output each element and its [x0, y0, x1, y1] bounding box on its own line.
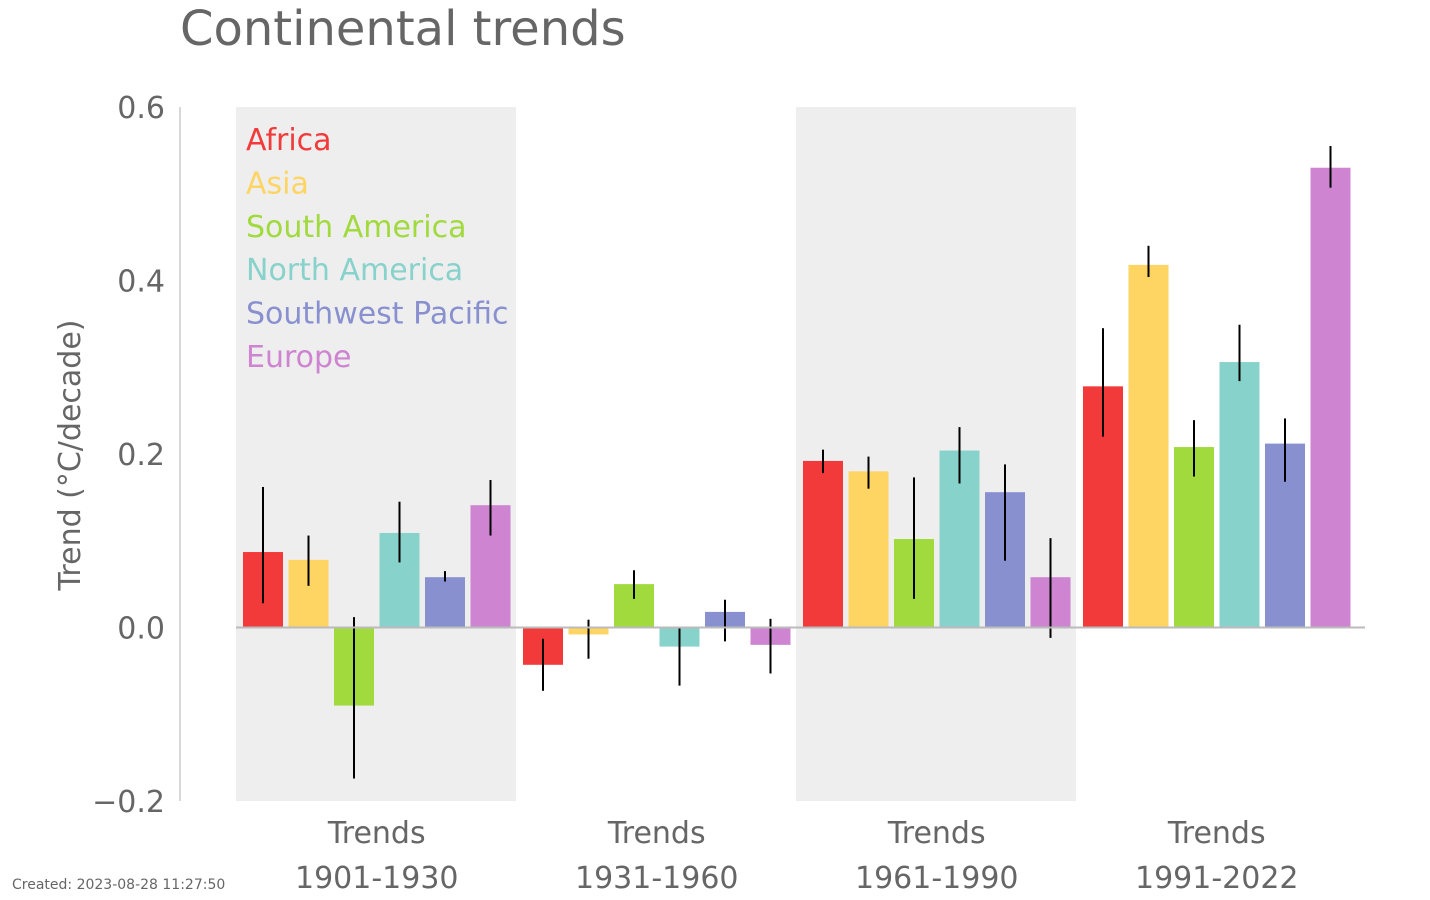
group-label-period: 1991-2022	[1135, 861, 1299, 896]
group-label-top: Trends	[327, 816, 426, 851]
legend-entry: North America	[246, 253, 463, 288]
group-label-top: Trends	[887, 816, 986, 851]
group-shade-band	[796, 107, 1076, 801]
bar-southwest-pacific	[425, 577, 465, 628]
legend-entry: Southwest Pacific	[246, 297, 508, 332]
group-label-top: Trends	[1167, 816, 1266, 851]
bar-africa	[803, 460, 843, 628]
legend-entry: South America	[246, 210, 466, 245]
group-shading	[236, 107, 1076, 801]
bar-south-america	[1174, 447, 1214, 628]
legend-entry: Africa	[246, 123, 332, 158]
y-tick-label: −0.2	[92, 785, 165, 820]
created-timestamp: Created: 2023-08-28 11:27:50	[12, 877, 225, 893]
legend-entry: Asia	[246, 166, 309, 201]
y-tick-label: 0.0	[117, 612, 165, 647]
group-shade-band	[236, 107, 516, 801]
legend: Africa Asia South America North America Sout…	[246, 123, 508, 375]
bar-north-america	[1219, 362, 1260, 628]
bar-asia	[848, 471, 889, 628]
group-label-period: 1901-1930	[295, 861, 459, 896]
chart-title: Continental trends	[180, 1, 626, 57]
bar-europe	[1310, 167, 1351, 628]
y-axis-label: Trend (°C/decade)	[53, 320, 88, 592]
group-label-top: Trends	[607, 816, 706, 851]
y-tick-label: 0.2	[117, 438, 165, 473]
bar-asia	[1128, 264, 1169, 628]
group-label-period: 1931-1960	[575, 861, 739, 896]
y-tick-labels: −0.2 0.0 0.2 0.4 0.6	[92, 91, 165, 820]
bars	[243, 167, 1351, 706]
legend-entry: Europe	[246, 340, 352, 375]
group-labels: Trends 1901-1930 Trends 1931-1960 Trends 1961…	[295, 816, 1299, 896]
group-label-period: 1961-1990	[855, 861, 1019, 896]
y-tick-label: 0.6	[117, 91, 165, 126]
y-tick-label: 0.4	[117, 265, 165, 300]
error-bars	[262, 146, 1332, 779]
